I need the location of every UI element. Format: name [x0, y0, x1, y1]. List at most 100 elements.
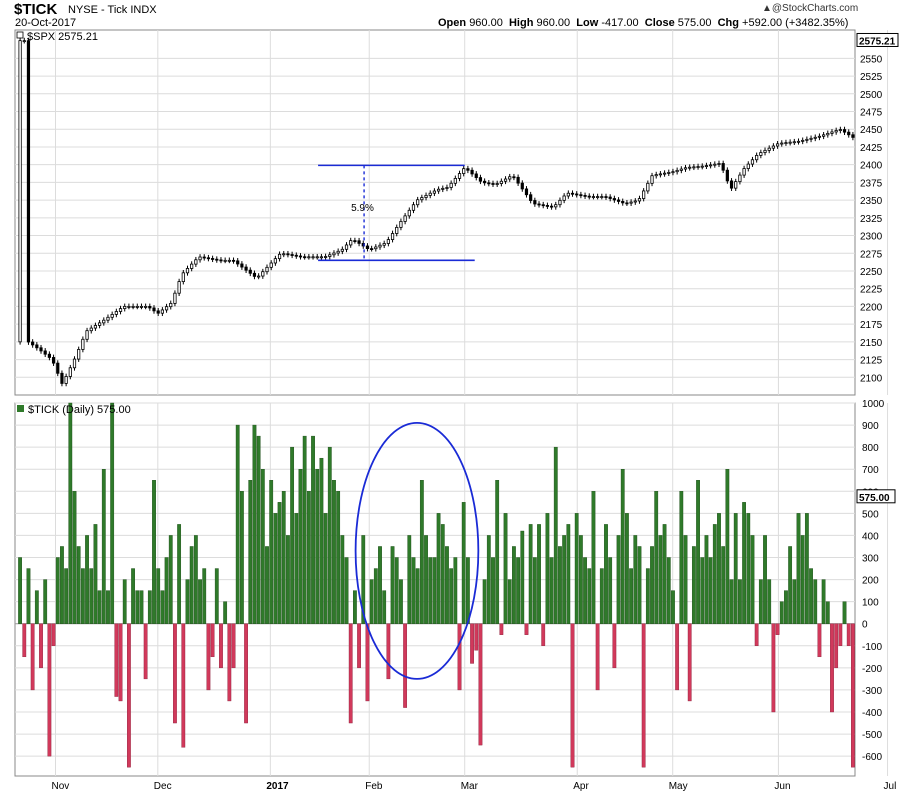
- price-candle-body: [269, 262, 273, 268]
- price-candle-body: [817, 135, 822, 138]
- tick-bar-positive: [449, 568, 454, 624]
- tick-bar-negative: [457, 623, 462, 691]
- tick-bar-positive: [486, 535, 491, 624]
- price-candle-body: [466, 168, 470, 171]
- tick-bar-positive: [691, 546, 696, 624]
- price-tick-label: 2375: [860, 178, 883, 189]
- tick-bar-positive: [813, 579, 818, 624]
- price-candle-body: [734, 181, 738, 189]
- price-candle-body: [424, 194, 428, 198]
- tick-tick-label: -200: [862, 664, 882, 675]
- price-last-value-box: [856, 32, 899, 47]
- chg-label: Chg: [717, 17, 739, 29]
- tick-bar-positive: [265, 546, 269, 624]
- price-candle-body: [441, 187, 445, 190]
- tick-bar-positive: [821, 579, 826, 624]
- price-tick-label: 2150: [860, 338, 883, 349]
- tick-bar-positive: [825, 601, 830, 624]
- price-candle-body: [449, 182, 453, 188]
- tick-bar-positive: [553, 446, 558, 624]
- price-candle-body: [541, 204, 545, 207]
- tick-bar-positive: [72, 491, 77, 624]
- tick-bar-positive: [788, 546, 793, 624]
- tick-bar-positive: [240, 491, 244, 624]
- price-candle-body: [357, 240, 361, 244]
- price-candle-body: [353, 240, 357, 243]
- price-candle-body: [587, 195, 591, 198]
- price-candle-body: [395, 226, 399, 234]
- tick-bar-negative: [474, 623, 479, 651]
- tick-bar-positive: [583, 557, 587, 624]
- tick-bar-positive: [344, 557, 349, 624]
- tick-bar-positive: [101, 469, 106, 624]
- tick-legend-label: $TICK (Daily) 575.00: [28, 404, 131, 416]
- price-candle-body: [746, 163, 750, 169]
- credit-arrow-icon: ▲: [762, 3, 772, 14]
- tick-bar-positive: [440, 524, 445, 624]
- price-candle-body: [549, 205, 554, 208]
- tick-bar-positive: [733, 513, 738, 624]
- price-candle-body: [194, 259, 198, 265]
- price-candle-body: [838, 129, 842, 131]
- price-candle-body: [508, 176, 512, 180]
- tick-tick-label: 300: [862, 553, 879, 564]
- price-candle-body: [516, 176, 520, 184]
- tick-bar-positive: [135, 590, 140, 624]
- tick-bar-positive: [93, 524, 98, 624]
- price-candle-body: [64, 376, 68, 384]
- price-candle-body: [123, 306, 127, 310]
- tick-last-value-box: [856, 489, 896, 504]
- tick-bar-negative: [570, 623, 575, 768]
- price-candle-body: [89, 327, 93, 332]
- price-candle-body: [378, 244, 382, 248]
- tick-bar-negative: [846, 623, 851, 646]
- tick-bar-positive: [604, 524, 608, 624]
- price-candle-body: [298, 255, 303, 258]
- price-candle-body: [236, 260, 240, 265]
- date-label: 20-Oct-2017: [15, 17, 77, 29]
- price-tick-label: 2250: [860, 267, 883, 278]
- price-candle-body: [156, 310, 160, 314]
- price-tick-label: 2425: [860, 143, 883, 154]
- tick-bar-positive: [453, 557, 458, 624]
- price-candle-body: [826, 132, 830, 136]
- price-candle-body: [386, 239, 390, 244]
- stockcharts-credit: ▲@StockCharts.com: [762, 3, 858, 14]
- price-candle-body: [579, 194, 583, 197]
- price-candle-body: [646, 182, 650, 192]
- tick-bar-negative: [51, 623, 56, 646]
- price-candle-body: [775, 143, 780, 147]
- price-tick-label: 2475: [860, 108, 883, 119]
- price-candle-body: [432, 190, 437, 194]
- price-candle-body: [231, 259, 236, 262]
- tick-bar-positive: [804, 513, 809, 624]
- price-candle-body: [252, 272, 257, 277]
- tick-bar-positive: [424, 535, 428, 624]
- tick-bar-positive: [591, 491, 596, 624]
- tick-bar-positive: [608, 557, 613, 624]
- price-candle-body: [805, 138, 809, 141]
- tick-bar-positive: [110, 402, 115, 624]
- tick-bar-negative: [127, 623, 131, 768]
- tick-bar-negative: [348, 623, 353, 724]
- price-candle-body: [148, 306, 152, 309]
- tick-bar-positive: [758, 579, 763, 624]
- tick-bar-positive: [131, 568, 135, 624]
- price-candle-body: [713, 163, 717, 166]
- tick-bar-positive: [327, 446, 332, 624]
- price-candle-body: [160, 309, 164, 314]
- open-value: 960.00: [469, 17, 503, 29]
- tick-bar-positive: [574, 513, 579, 624]
- price-candle-body: [813, 136, 817, 139]
- price-candle-body: [633, 200, 637, 203]
- price-tick-label: 2550: [860, 54, 883, 65]
- tick-bar-positive: [85, 535, 89, 624]
- month-tick-label: Jul: [884, 781, 897, 792]
- chart-header: $TICK NYSE - Tick INDX 20-Oct-2017 ▲@Sto…: [0, 0, 900, 30]
- price-candle-body: [223, 259, 227, 262]
- tick-bar-positive: [746, 513, 751, 624]
- price-candle-body: [177, 281, 181, 294]
- tick-bar-positive: [43, 579, 48, 624]
- price-tick-label: 2350: [860, 196, 883, 207]
- tick-bar-positive: [260, 469, 265, 624]
